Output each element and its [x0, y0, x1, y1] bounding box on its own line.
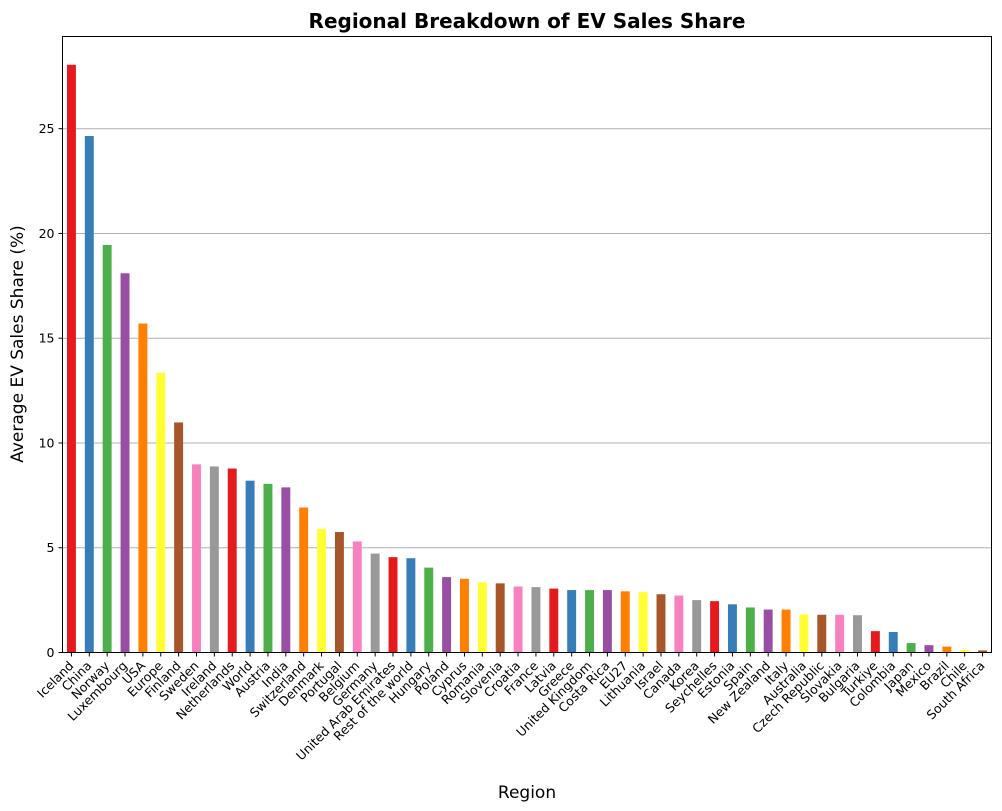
bar: [263, 483, 273, 653]
bar: [460, 578, 469, 653]
bar: [317, 528, 327, 653]
bar: [424, 567, 434, 653]
bar: [942, 646, 952, 653]
bar: [585, 590, 594, 653]
bar: [638, 592, 648, 653]
y-tick-label: 15: [39, 331, 55, 346]
bar: [781, 609, 791, 653]
bar: [531, 587, 541, 653]
bar: [835, 614, 845, 653]
bar: [245, 480, 255, 653]
bar: [299, 507, 309, 653]
y-tick-label: 5: [47, 540, 55, 555]
bar: [370, 553, 380, 653]
bar: [102, 244, 112, 653]
bar: [477, 582, 487, 653]
y-tick-label: 20: [39, 226, 55, 241]
bar: [209, 466, 219, 653]
bar: [692, 600, 702, 653]
bar: [817, 614, 827, 653]
bar: [656, 594, 666, 653]
bar: [406, 558, 416, 653]
bar: [549, 588, 559, 653]
bar: [888, 631, 898, 653]
gridlines: [62, 128, 992, 549]
x-axis-ticks: IcelandChinaNorwayLuxembourgUSAEuropeFin…: [34, 652, 988, 763]
bar: [763, 609, 773, 653]
bar: [138, 323, 148, 653]
bar: [960, 649, 970, 653]
bar: [281, 487, 291, 653]
bar: [799, 614, 809, 653]
bar: [710, 601, 720, 653]
bar: [853, 615, 862, 653]
bar: [334, 532, 344, 653]
bar: [870, 631, 880, 653]
bar: [727, 604, 737, 653]
bar: [442, 577, 452, 653]
bars: [66, 64, 988, 653]
bar: [602, 590, 612, 653]
y-tick-label: 25: [39, 121, 55, 136]
bar: [924, 645, 934, 653]
bar: [620, 591, 630, 653]
bar: [192, 464, 201, 653]
bar: [906, 643, 916, 653]
bar: [513, 586, 523, 653]
bar: [674, 595, 684, 653]
chart-title: Regional Breakdown of EV Sales Share: [309, 9, 746, 33]
bar: [495, 583, 505, 653]
plot-frame: [62, 36, 992, 653]
bar: [84, 136, 94, 653]
y-axis-label: Average EV Sales Share (%): [8, 225, 28, 463]
y-axis-ticks: 0 5 10 15 20 25: [39, 121, 63, 660]
y-tick-label: 10: [39, 435, 55, 450]
bar: [174, 422, 184, 653]
bar: [978, 650, 988, 653]
bar: [567, 590, 577, 653]
bar: [352, 541, 362, 653]
bar: [156, 372, 166, 653]
x-axis-label: Region: [498, 783, 556, 803]
bar: [66, 64, 76, 653]
bar: [745, 607, 755, 653]
bar: [388, 557, 398, 653]
y-tick-label: 0: [47, 645, 55, 660]
bar: [120, 273, 130, 653]
bar: [227, 468, 237, 653]
